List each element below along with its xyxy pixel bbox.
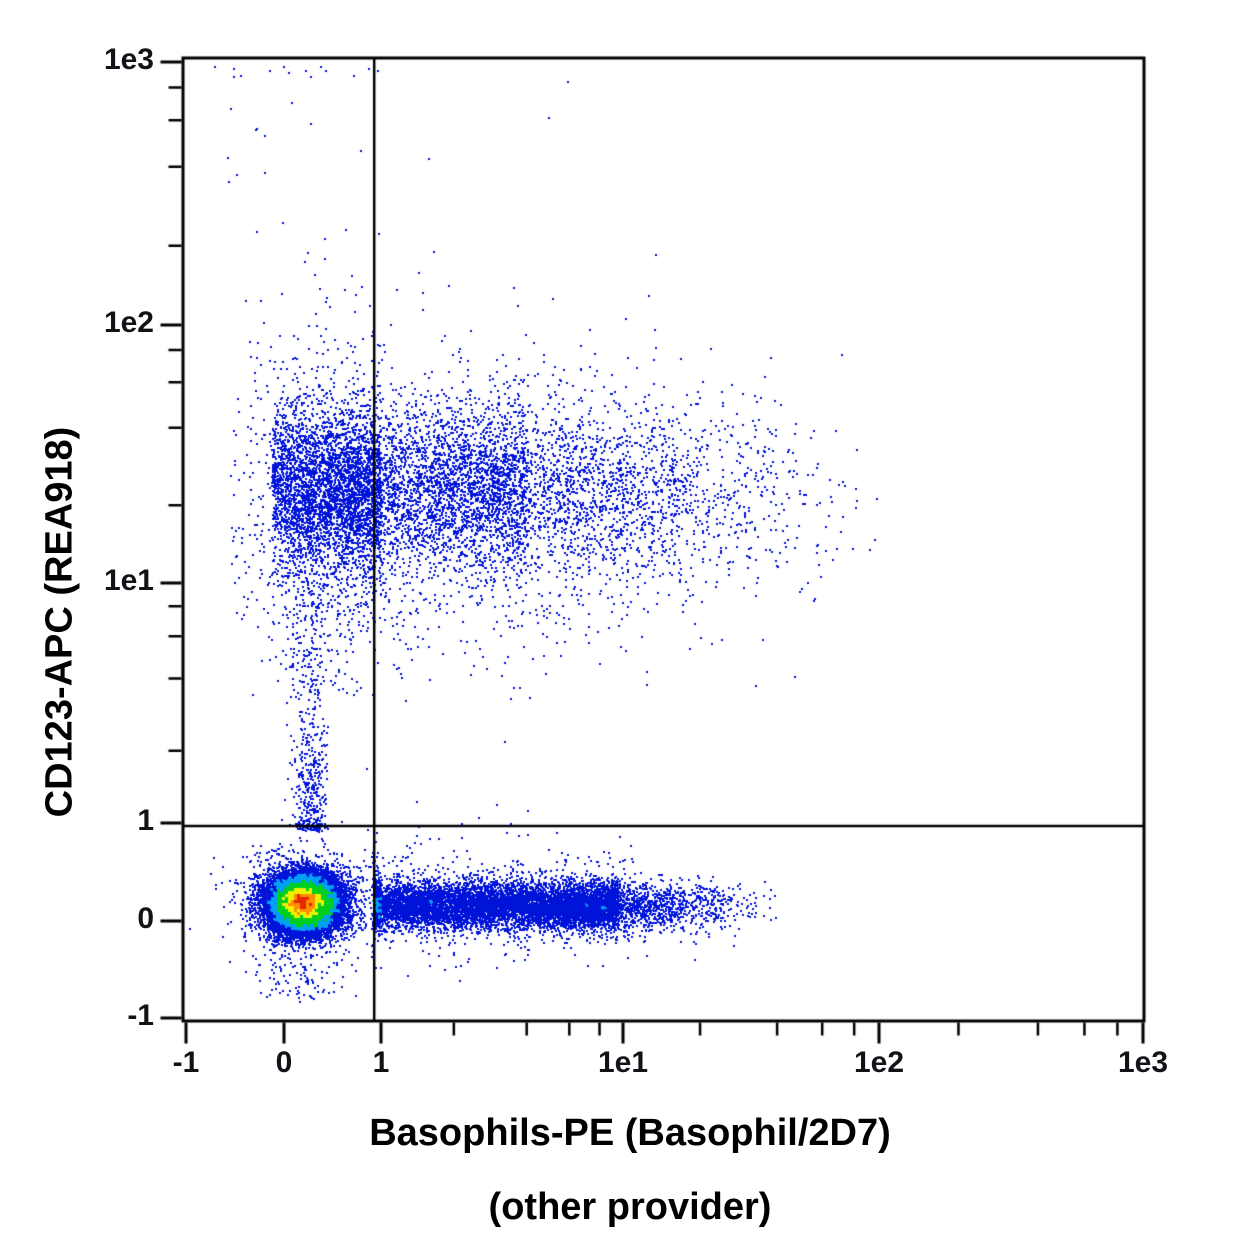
y-tick-label-1e1: 1e1 xyxy=(103,564,154,597)
y-axis-title: CD123-APC (REA918) xyxy=(38,426,81,818)
y-tick-label-1e3: 1e3 xyxy=(103,43,154,76)
y-tick-label-0: 0 xyxy=(137,902,154,935)
y-tick-label-1: 1 xyxy=(137,804,154,837)
x-tick-label-0: 0 xyxy=(275,1046,293,1079)
x-tick-label-1e1: 1e1 xyxy=(597,1046,649,1079)
x-tick-label-1e3: 1e3 xyxy=(1117,1046,1169,1079)
y-tick-label-1e2: 1e2 xyxy=(103,306,154,339)
x-tick-label-1: 1 xyxy=(372,1046,390,1079)
x-axis-subtitle: (other provider) xyxy=(488,1186,772,1228)
x-axis-title: Basophils-PE (Basophil/2D7) xyxy=(369,1112,891,1154)
y-tick-label--1: -1 xyxy=(127,999,154,1032)
x-tick-label--1: -1 xyxy=(172,1046,200,1079)
x-tick-label-1e2: 1e2 xyxy=(853,1046,905,1079)
